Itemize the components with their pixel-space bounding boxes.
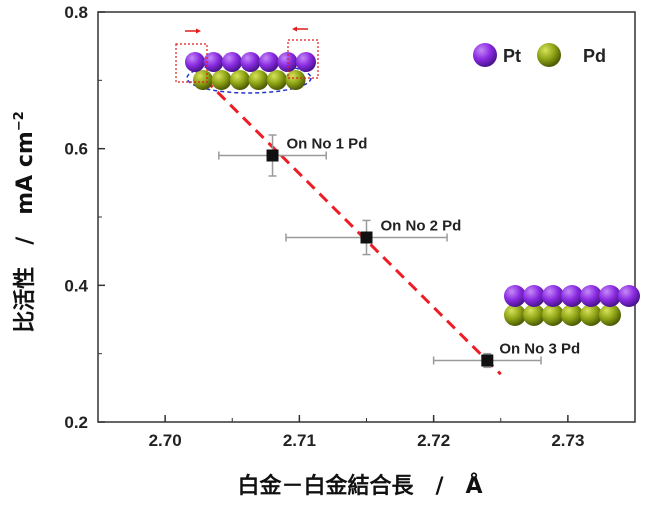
x-tick-label: 2.72 bbox=[417, 431, 450, 450]
pd-atom bbox=[599, 304, 621, 326]
error-bars bbox=[218, 134, 542, 369]
pt-atom bbox=[580, 285, 602, 307]
pt-atom bbox=[222, 52, 242, 72]
y-tick-label: 0.4 bbox=[64, 276, 88, 295]
y-tick-label: 0.2 bbox=[64, 413, 88, 432]
pt-atom bbox=[599, 285, 621, 307]
data-point-marker bbox=[266, 149, 279, 162]
pt-atom bbox=[561, 285, 583, 307]
pd-atom bbox=[248, 70, 269, 90]
data-point-label: On No 1 Pd bbox=[287, 136, 368, 153]
data-point-label: On No 2 Pd bbox=[381, 218, 462, 235]
y-axis-title: 比活性 / mA cm−2 bbox=[12, 111, 38, 333]
pt-atom bbox=[240, 52, 261, 72]
pt-atom bbox=[504, 285, 526, 307]
data-point-label: On No 3 Pd bbox=[499, 341, 580, 358]
legend: Pt Pd bbox=[473, 43, 606, 67]
y-axis-title-superscript: −2 bbox=[12, 111, 27, 131]
x-tick-label: 2.70 bbox=[149, 431, 182, 450]
y-tick-label: 0.6 bbox=[64, 140, 88, 159]
axes: 2.70 2.71 2.72 2.73 0.2 0.4 0.6 0.8 bbox=[64, 3, 636, 450]
x-tick-label: 2.73 bbox=[551, 431, 584, 450]
pt-atom bbox=[203, 52, 224, 72]
legend-pd-marker bbox=[537, 43, 561, 67]
atom-illustration-relaxed bbox=[504, 285, 640, 326]
data-points bbox=[266, 149, 494, 367]
pd-atom bbox=[193, 70, 213, 90]
data-point-marker bbox=[360, 231, 373, 244]
trendline bbox=[190, 65, 502, 376]
pd-atom bbox=[580, 304, 602, 326]
pt-atom bbox=[296, 52, 316, 72]
atom-illustration-strained bbox=[175, 26, 319, 94]
pd-atom bbox=[230, 70, 250, 90]
pt-atom bbox=[259, 52, 279, 72]
data-point-marker bbox=[481, 354, 494, 367]
pd-atom bbox=[561, 304, 583, 326]
pt-atom bbox=[523, 285, 545, 307]
pd-atom bbox=[211, 70, 232, 90]
trendline-line bbox=[190, 65, 502, 376]
legend-pt-label: Pt bbox=[503, 46, 521, 66]
y-axis-title-main: 比活性 / mA cm bbox=[13, 131, 38, 333]
x-axis-title: 白金－白金結合長 / Å bbox=[237, 473, 482, 499]
legend-pd-label: Pd bbox=[583, 46, 606, 66]
pd-atom bbox=[504, 304, 526, 326]
pd-atom bbox=[267, 70, 287, 90]
pt-atom bbox=[542, 285, 564, 307]
pd-atom bbox=[523, 304, 545, 326]
x-tick-label: 2.71 bbox=[283, 431, 316, 450]
pd-atom bbox=[542, 304, 564, 326]
pd-atom bbox=[285, 70, 306, 90]
pt-atom bbox=[618, 285, 640, 307]
plot-frame bbox=[97, 11, 636, 423]
point-labels: On No 1 Pd On No 2 Pd On No 3 Pd bbox=[287, 136, 581, 358]
y-tick-label: 0.8 bbox=[64, 3, 88, 22]
pt-atom bbox=[185, 52, 205, 72]
legend-pt-marker bbox=[473, 43, 497, 67]
